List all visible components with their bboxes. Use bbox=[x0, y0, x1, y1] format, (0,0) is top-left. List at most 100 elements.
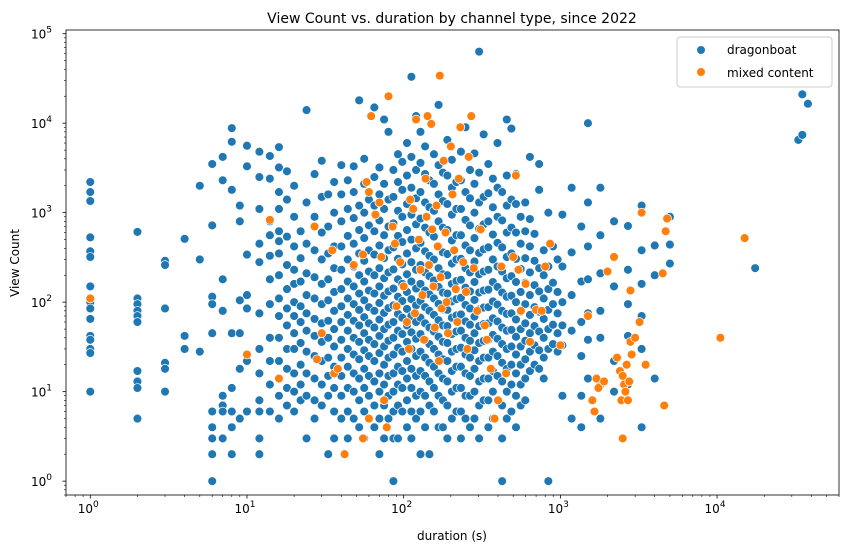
data-point-mixed-content bbox=[630, 333, 640, 343]
x-tick-label: 100 bbox=[78, 500, 99, 516]
data-point-dragonboat bbox=[520, 354, 531, 365]
data-point-dragonboat bbox=[538, 270, 549, 280]
data-point-dragonboat bbox=[195, 180, 205, 191]
data-point-mixed-content bbox=[589, 406, 600, 417]
data-point-dragonboat bbox=[456, 433, 466, 444]
data-point-dragonboat bbox=[502, 114, 512, 125]
data-point-dragonboat bbox=[506, 290, 517, 301]
data-point-mixed-content bbox=[602, 266, 613, 277]
data-point-dragonboat bbox=[552, 328, 563, 338]
data-point-dragonboat bbox=[797, 89, 808, 100]
data-point-dragonboat bbox=[85, 386, 96, 397]
data-point-dragonboat bbox=[336, 216, 347, 227]
data-point-dragonboat bbox=[374, 386, 385, 397]
data-point-dragonboat bbox=[609, 281, 619, 292]
data-point-mixed-content bbox=[361, 177, 372, 187]
data-point-dragonboat bbox=[402, 138, 412, 148]
data-point-mixed-content bbox=[516, 306, 526, 316]
data-point-dragonboat bbox=[465, 319, 475, 330]
data-point-dragonboat bbox=[301, 368, 312, 379]
data-point-dragonboat bbox=[254, 406, 265, 417]
data-point-mixed-content bbox=[364, 413, 374, 424]
data-point-dragonboat bbox=[433, 100, 444, 110]
data-point-dragonboat bbox=[301, 268, 312, 279]
data-point-mixed-content bbox=[348, 260, 359, 270]
data-point-dragonboat bbox=[217, 152, 228, 162]
data-point-dragonboat bbox=[374, 449, 385, 459]
plot-frame bbox=[65, 29, 840, 496]
data-point-mixed-content bbox=[511, 170, 521, 181]
y-tick-label: 100 bbox=[31, 473, 52, 489]
data-point-mixed-content bbox=[426, 119, 437, 129]
data-point-dragonboat bbox=[576, 351, 587, 361]
data-point-dragonboat bbox=[369, 270, 380, 280]
data-point-mixed-content bbox=[493, 395, 503, 406]
data-point-dragonboat bbox=[397, 329, 408, 339]
data-point-dragonboat bbox=[502, 170, 512, 181]
data-point-dragonboat bbox=[343, 175, 353, 186]
data-point-dragonboat bbox=[474, 167, 484, 178]
data-point-dragonboat bbox=[636, 422, 647, 433]
data-point-mixed-content bbox=[358, 433, 368, 444]
data-point-dragonboat bbox=[289, 265, 299, 275]
data-point-dragonboat bbox=[429, 179, 439, 189]
data-point-dragonboat bbox=[274, 333, 284, 343]
data-point-mixed-content bbox=[555, 340, 566, 351]
data-point-mixed-content bbox=[415, 265, 426, 275]
data-point-dragonboat bbox=[354, 373, 364, 384]
data-point-mixed-content bbox=[451, 284, 461, 294]
data-point-dragonboat bbox=[336, 391, 347, 401]
data-point-mixed-content bbox=[455, 122, 466, 133]
data-point-dragonboat bbox=[393, 149, 403, 159]
data-point-mixed-content bbox=[660, 226, 671, 237]
data-point-dragonboat bbox=[132, 366, 143, 376]
data-point-dragonboat bbox=[289, 311, 299, 321]
data-point-mixed-content bbox=[382, 422, 392, 433]
data-point-dragonboat bbox=[456, 204, 466, 214]
data-point-dragonboat bbox=[289, 180, 299, 191]
data-point-dragonboat bbox=[420, 141, 430, 152]
data-point-dragonboat bbox=[415, 449, 426, 459]
data-point-dragonboat bbox=[348, 238, 359, 249]
data-point-dragonboat bbox=[803, 98, 813, 109]
data-point-dragonboat bbox=[406, 257, 417, 267]
data-point-dragonboat bbox=[289, 386, 299, 397]
data-point-dragonboat bbox=[354, 305, 364, 315]
data-point-dragonboat bbox=[538, 314, 549, 324]
legend-label-dragonboat: dragonboat bbox=[727, 43, 797, 57]
data-point-dragonboat bbox=[595, 333, 606, 343]
data-point-dragonboat bbox=[595, 413, 606, 424]
data-point-dragonboat bbox=[402, 373, 412, 384]
data-point-dragonboat bbox=[511, 368, 521, 379]
data-point-dragonboat bbox=[525, 214, 535, 224]
data-point-dragonboat bbox=[316, 379, 327, 390]
data-point-mixed-content bbox=[435, 272, 446, 282]
data-point-mixed-content bbox=[441, 297, 452, 307]
data-point-dragonboat bbox=[316, 279, 327, 289]
data-point-mixed-content bbox=[593, 383, 604, 393]
data-point-dragonboat bbox=[369, 102, 380, 113]
data-point-mixed-content bbox=[612, 352, 622, 363]
data-point-mixed-content bbox=[434, 356, 444, 366]
data-point-dragonboat bbox=[609, 216, 619, 227]
data-point-dragonboat bbox=[665, 239, 675, 250]
data-point-dragonboat bbox=[456, 146, 466, 157]
data-point-dragonboat bbox=[429, 383, 439, 393]
data-point-dragonboat bbox=[336, 265, 347, 275]
data-point-dragonboat bbox=[179, 344, 190, 354]
data-point-dragonboat bbox=[336, 189, 347, 200]
data-point-mixed-content bbox=[625, 285, 636, 296]
data-point-mixed-content bbox=[402, 317, 412, 327]
data-point-dragonboat bbox=[420, 422, 430, 433]
data-point-dragonboat bbox=[548, 277, 558, 288]
data-point-dragonboat bbox=[379, 179, 389, 189]
data-point-dragonboat bbox=[359, 406, 369, 417]
data-point-dragonboat bbox=[393, 177, 403, 187]
x-tick-label: 104 bbox=[705, 500, 726, 516]
data-point-mixed-content bbox=[376, 252, 387, 262]
data-point-dragonboat bbox=[301, 105, 312, 115]
data-point-dragonboat bbox=[447, 413, 457, 424]
data-point-dragonboat bbox=[309, 212, 320, 222]
data-point-dragonboat bbox=[227, 328, 237, 338]
data-point-dragonboat bbox=[511, 297, 521, 307]
